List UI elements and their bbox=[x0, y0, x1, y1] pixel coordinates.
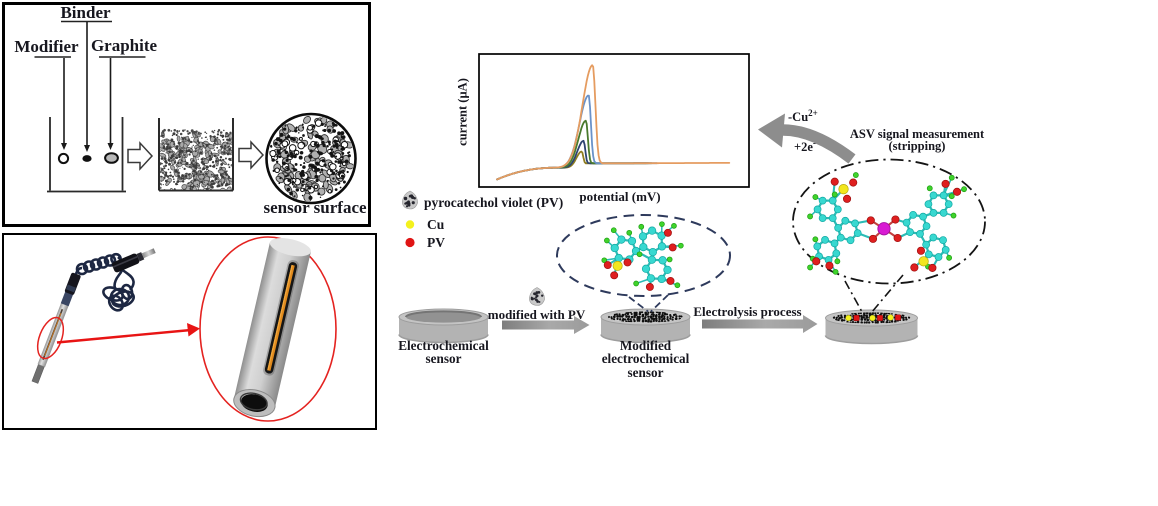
cu-dot-icon bbox=[405, 220, 415, 229]
graphite-label: Graphite bbox=[90, 36, 158, 55]
step1-label: Electrochemical sensor bbox=[398, 337, 489, 366]
binder-label: Binder bbox=[60, 3, 111, 22]
arrow1-label: modified with PV bbox=[487, 306, 586, 322]
electrode-photo-panel bbox=[2, 233, 377, 430]
chart-x-axis-label: potential (mV) bbox=[579, 188, 661, 204]
asv-measurement-label: ASV signal measurement (stripping) bbox=[849, 127, 985, 154]
sensor-surface-label: sensor surface bbox=[263, 197, 367, 217]
modifier-label: Modifier bbox=[14, 36, 79, 56]
pv-molecule bbox=[601, 221, 684, 291]
pv-particle-icon bbox=[402, 190, 418, 210]
legend-label-pv-particle: pyrocatechol violet (PV) bbox=[424, 195, 564, 210]
legend-label-cu: Cu bbox=[427, 217, 445, 232]
electron-label: +2e- bbox=[794, 137, 816, 154]
cu-release-label: -Cu2+ bbox=[788, 107, 818, 124]
legend-label-pv: PV bbox=[427, 235, 445, 250]
voltammogram-chart bbox=[478, 53, 750, 188]
chart-y-axis-label: current (µA) bbox=[455, 78, 470, 146]
step2-label: Modified electrochemical sensor bbox=[601, 338, 690, 380]
arrow2-label: Electrolysis process bbox=[693, 304, 802, 319]
pv-dot-icon bbox=[405, 237, 415, 248]
legend-icons bbox=[402, 190, 418, 248]
fabrication-panel bbox=[2, 2, 371, 227]
cu-pv-complex-molecule bbox=[807, 172, 967, 275]
